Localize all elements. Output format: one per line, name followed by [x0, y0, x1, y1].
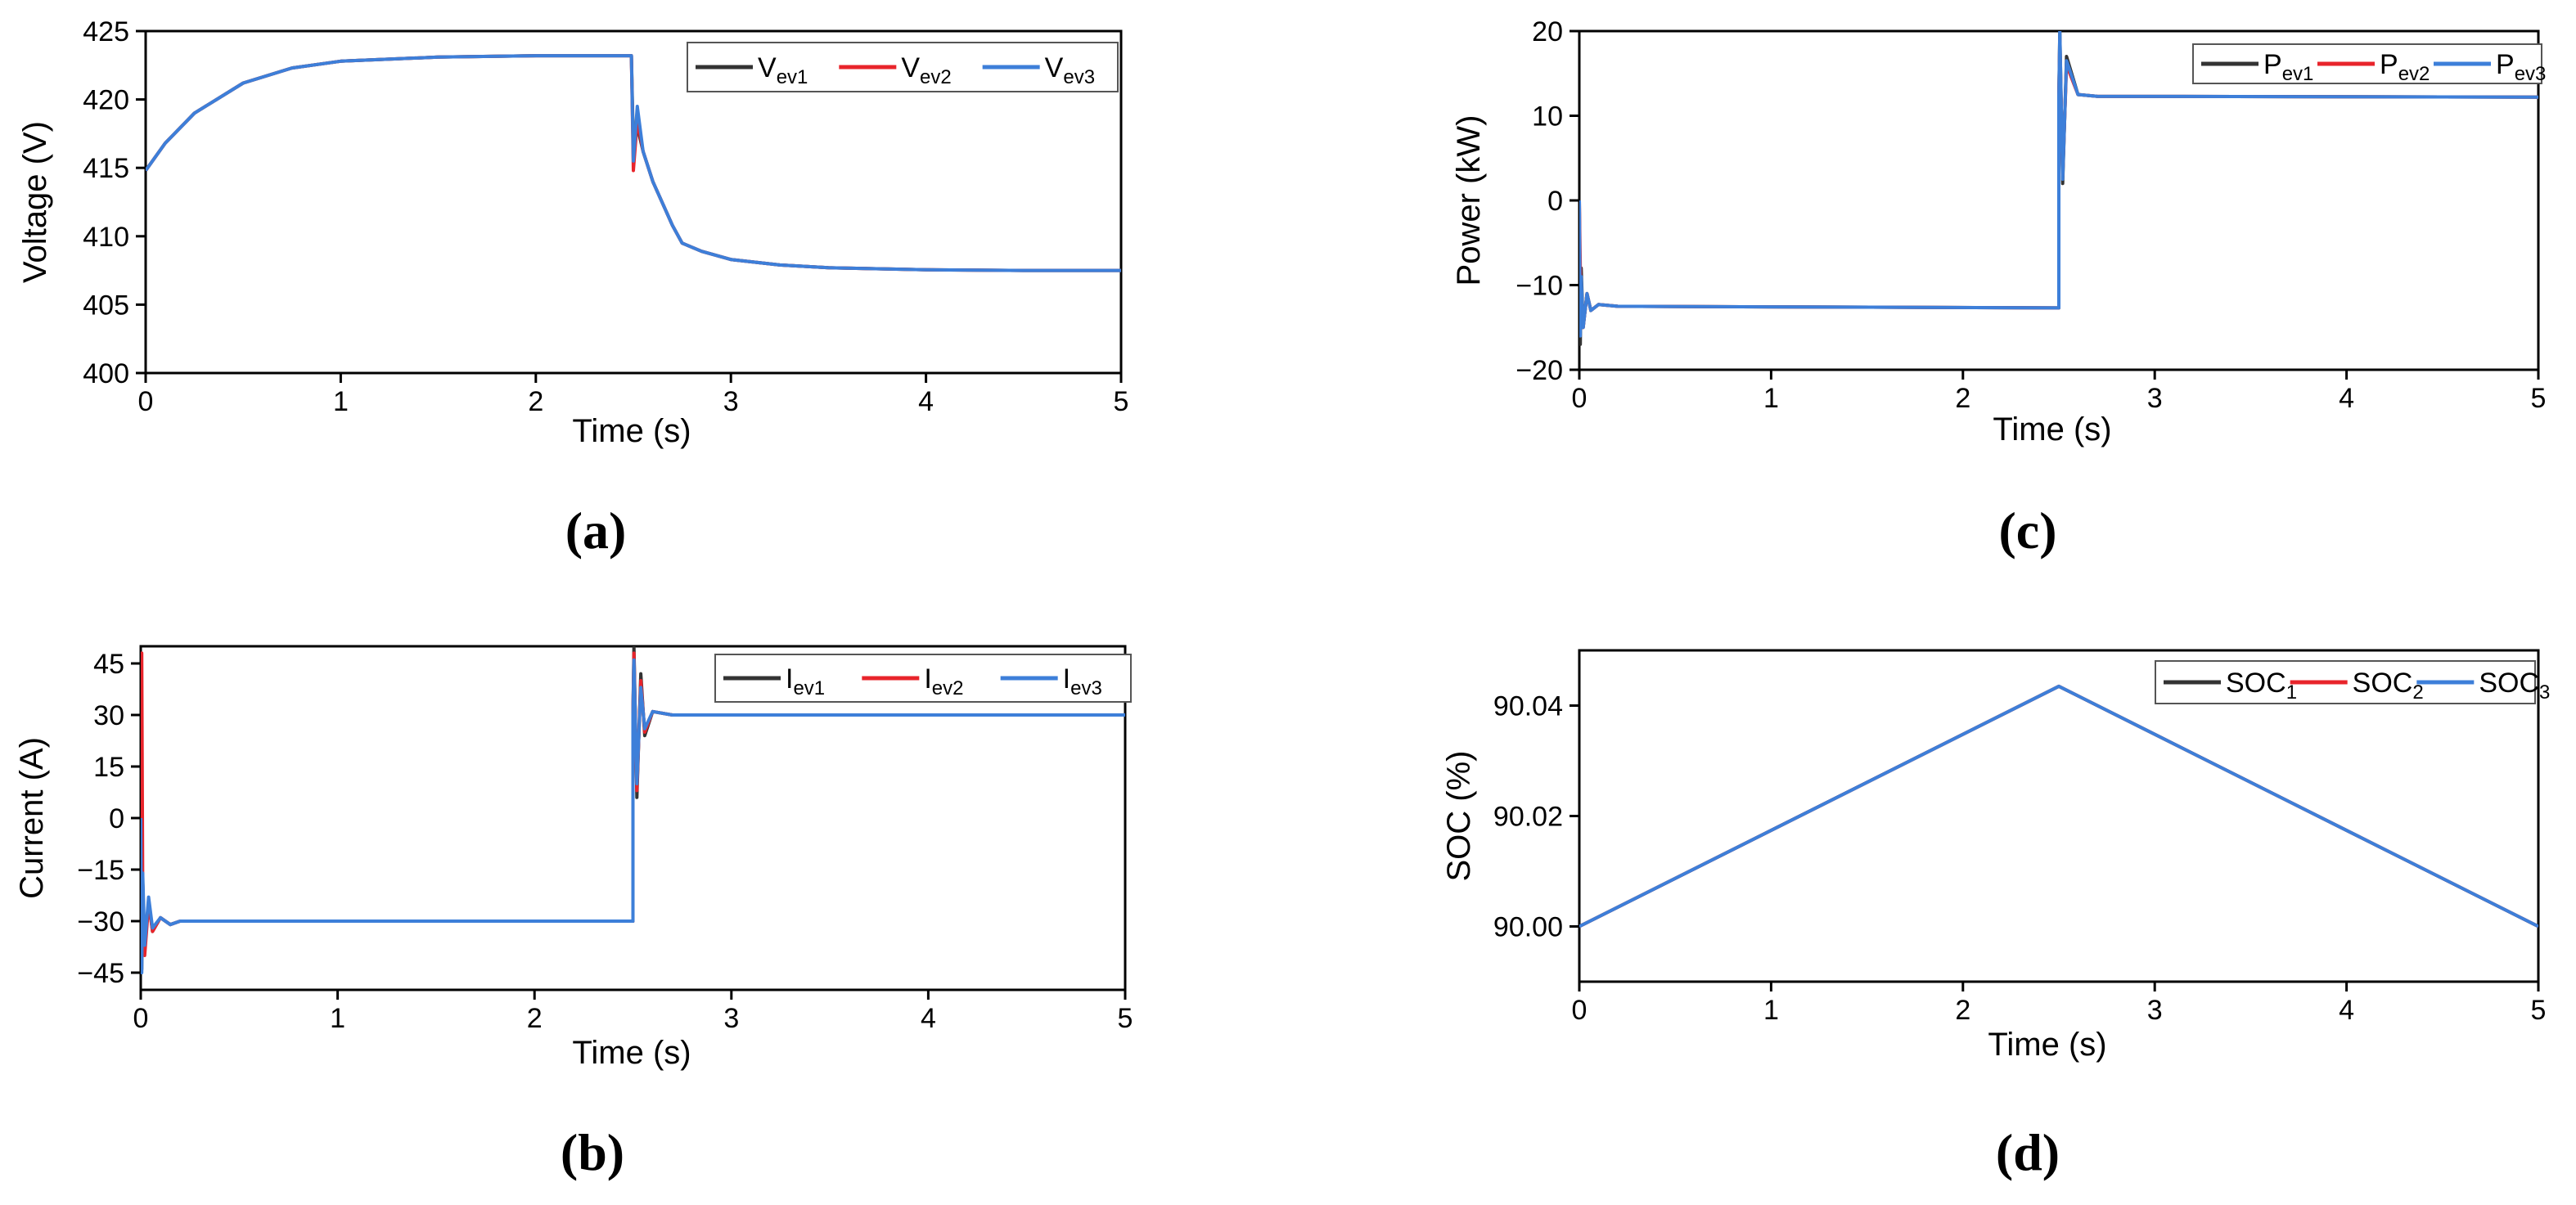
legend: Iev1 Iev2 Iev3 [714, 654, 1132, 703]
x-tick-label: 2 [528, 386, 543, 417]
x-tick-label: 3 [723, 386, 739, 417]
x-tick-label: 2 [1955, 995, 1970, 1026]
legend-entry-label: Pev2 [2380, 49, 2430, 85]
y-axis-label: SOC (%) [1441, 751, 1477, 882]
y-tick-label: 45 [93, 649, 124, 680]
legend-entry-label: Iev1 [786, 663, 825, 699]
y-tick-label: 400 [83, 358, 129, 389]
y-tick-label: −45 [77, 958, 124, 989]
legend-entry-label: Vev2 [901, 52, 951, 88]
legend-frame [687, 42, 1119, 92]
x-tick-label: 0 [138, 386, 154, 417]
y-tick-label: 20 [1532, 16, 1563, 47]
legend-entry-label: Pev3 [2496, 49, 2546, 85]
legend: Vev1 Vev2 Vev3 [687, 42, 1119, 92]
y-tick-label: 15 [93, 752, 124, 783]
x-tick-label: 0 [1572, 995, 1587, 1026]
plot-area-frame [1578, 649, 2540, 983]
x-tick-label: 5 [1114, 386, 1129, 417]
x-axis-label: Time (s) [572, 1035, 691, 1071]
x-axis-label: Time (s) [1993, 411, 2111, 447]
x-tick-label: 2 [1955, 383, 1970, 414]
legend-entry-label: SOC3 [2479, 668, 2550, 704]
y-tick-label: −10 [1515, 271, 1563, 302]
y-tick-label: 0 [1547, 186, 1563, 217]
x-axis-label: Time (s) [1988, 1027, 2106, 1063]
panel-label: (c) [1998, 501, 2056, 560]
series-line-p-ev3 [1579, 31, 2538, 338]
x-tick-label: 3 [2147, 383, 2163, 414]
y-tick-label: 90.02 [1493, 802, 1563, 833]
legend-entry-label: Pev1 [2263, 49, 2313, 85]
chart-panel-d: 0 1 2 3 4 5 90.00 90.02 90.04 Time (s) SOC (%) (d) S… [1441, 649, 2550, 1181]
legend-entry-label: Iev3 [1063, 663, 1102, 699]
y-tick-label: 90.00 [1493, 912, 1563, 943]
legend-entry-label: Vev1 [758, 52, 808, 88]
chart-panel-a: 0 1 2 3 4 5 400 405 410 415 420 425 Time (s) Voltage … [17, 16, 1128, 560]
x-tick-label: 0 [1572, 383, 1587, 414]
y-tick-label: 90.04 [1493, 691, 1563, 722]
x-tick-label: 0 [133, 1003, 149, 1034]
y-axis-label: Power (kW) [1451, 115, 1487, 286]
series-line-i-ev3 [141, 658, 1125, 974]
legend-entry-label: Iev2 [924, 663, 963, 699]
y-tick-label: 405 [83, 290, 129, 321]
x-tick-label: 1 [1763, 383, 1779, 414]
y-tick-label: 425 [83, 16, 129, 47]
x-tick-label: 5 [1118, 1003, 1133, 1034]
legend: SOC1 SOC2 SOC3 [2155, 660, 2550, 704]
x-tick-label: 1 [1763, 995, 1779, 1026]
y-tick-label: 420 [83, 85, 129, 116]
y-tick-label: 30 [93, 700, 124, 731]
legend-entry-label: SOC2 [2353, 668, 2424, 704]
y-tick-label: 410 [83, 222, 129, 253]
legend: Pev1 Pev2 Pev3 [2192, 43, 2546, 85]
x-tick-label: 3 [2147, 995, 2163, 1026]
x-tick-label: 5 [2531, 995, 2547, 1026]
y-axis-label: Current (A) [14, 737, 50, 899]
x-tick-label: 4 [921, 1003, 936, 1034]
panel-label: (b) [561, 1123, 624, 1181]
y-axis-label: Voltage (V) [17, 121, 53, 283]
legend-frame [714, 654, 1132, 703]
series-line-soc-3 [1579, 684, 2538, 928]
y-tick-label: 10 [1532, 101, 1563, 133]
y-tick-label: −15 [77, 855, 124, 886]
y-tick-label: −20 [1515, 355, 1563, 386]
y-tick-label: 0 [109, 803, 124, 834]
panel-label: (a) [565, 501, 627, 560]
x-tick-label: 1 [333, 386, 349, 417]
chart-panel-c: 0 1 2 3 4 5 −20 −10 0 10 20 Time (s) Power (kW) (c) Pe… [1451, 16, 2546, 560]
legend-entry-label: Vev3 [1045, 52, 1095, 88]
y-tick-label: 415 [83, 153, 129, 184]
x-tick-label: 1 [330, 1003, 345, 1034]
x-tick-label: 5 [2531, 383, 2547, 414]
legend-entry-label: SOC1 [2226, 668, 2297, 704]
panel-label: (d) [1996, 1123, 2060, 1181]
x-tick-label: 4 [2339, 383, 2354, 414]
x-axis-label: Time (s) [572, 413, 691, 449]
y-tick-label: −30 [77, 906, 124, 937]
x-tick-label: 4 [918, 386, 934, 417]
x-tick-label: 2 [527, 1003, 543, 1034]
series-line-v-ev3 [146, 54, 1121, 272]
x-tick-label: 4 [2339, 995, 2354, 1026]
x-tick-label: 3 [723, 1003, 739, 1034]
